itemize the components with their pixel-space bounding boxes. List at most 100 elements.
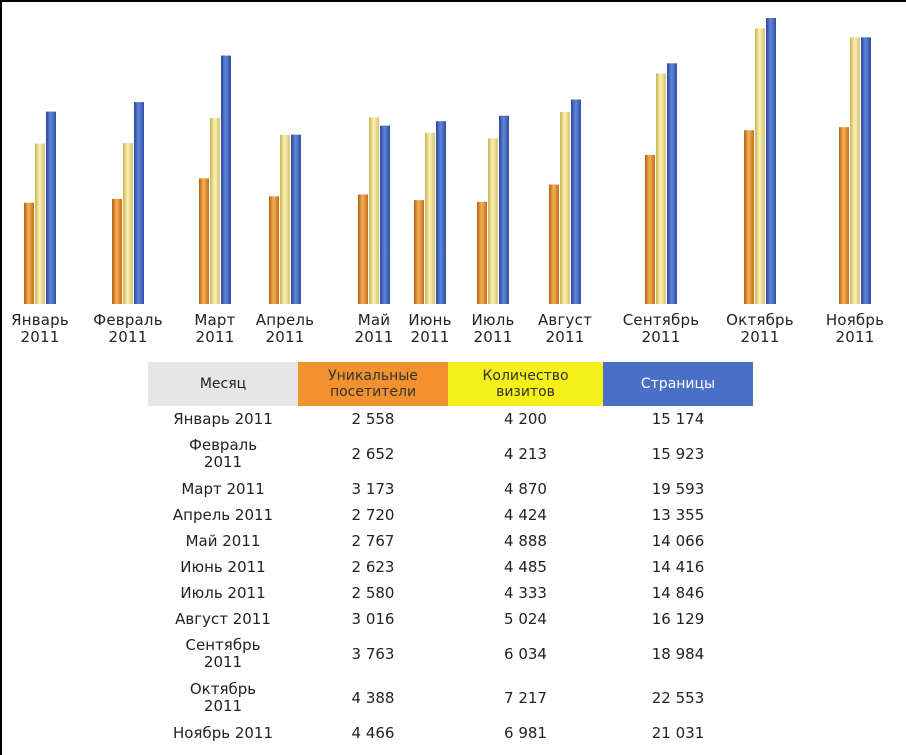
table-row: Сентябрь 2011 3 763 6 034 18 984 [148,632,753,676]
cell-month: Октябрь 2011 [148,676,298,720]
category-label-line: Июнь [408,311,452,329]
bar-unique-5 [358,194,368,304]
header-unique-line-2: посетители [329,384,417,400]
cell-month-line: Январь 2011 [173,409,273,428]
cell-month-line: Ноябрь 2011 [172,723,274,742]
bar-pages-3 [221,55,231,304]
cell-month-line: 2011 [203,653,243,671]
header-visits-line-2: визитов [496,384,555,400]
category-label-line: 2011 [354,328,394,346]
cell-unique: 3 173 [351,479,395,498]
table-header-row: Месяц Уникальные посетители Количество в… [148,362,753,406]
cell-visits: 6 034 [504,644,547,663]
category-label-2: Февраль 2011 [82,312,174,346]
category-label-line: Март [194,311,236,329]
bar-unique-9 [645,154,655,304]
table-row: Июнь 2011 2 623 4 485 14 416 [148,554,753,580]
cell-month-line: Октябрь [189,680,257,698]
bars-layer [24,18,871,305]
cell-month: Ноябрь 2011 [148,720,298,746]
cell-month-line: 2011 [203,453,243,471]
category-label-line: Февраль [93,311,163,329]
cell-unique: 2 767 [351,531,395,550]
table-row: Июль 2011 2 580 4 333 14 846 [148,580,753,606]
bar-unique-4 [269,196,279,304]
category-label-line: 2011 [108,328,148,346]
cell-pages: 16 129 [651,609,705,628]
cell-month: Март 2011 [148,476,298,502]
cell-visits: 4 200 [504,409,547,428]
category-label-line: 2011 [410,328,450,346]
bar-visits-2 [123,143,133,304]
cell-visits: 4 485 [504,557,547,576]
table-row: Август 2011 3 016 5 024 16 129 [148,606,753,632]
header-visits: Количество визитов [448,362,603,406]
bar-unique-11 [839,127,849,305]
cell-month-line: Апрель 2011 [172,505,274,524]
category-label-line: 2011 [195,328,235,346]
cell-unique: 2 558 [351,409,395,428]
cell-month: Февраль 2011 [148,432,298,476]
cell-pages: 21 031 [651,723,705,742]
cell-pages: 14 066 [651,531,705,550]
cell-pages: 19 593 [651,479,705,498]
table-row: Январь 2011 2 558 4 200 15 174 [148,406,753,432]
category-label-line: 2011 [641,328,681,346]
cell-month: Июнь 2011 [148,554,298,580]
header-month: Месяц [148,362,298,406]
bar-pages-7 [499,115,509,305]
bar-visits-1 [35,143,45,304]
bar-unique-7 [477,201,487,304]
bar-visits-3 [210,117,220,304]
bar-pages-11 [861,37,871,305]
bar-visits-5 [369,117,379,304]
cell-month: Август 2011 [148,606,298,632]
table-row: Март 2011 3 173 4 870 19 593 [148,476,753,502]
bar-unique-3 [199,178,209,304]
category-label-line: Июль [471,311,515,329]
category-label-1: Январь 2011 [0,312,86,346]
cell-month: Сентябрь 2011 [148,632,298,676]
cell-month: Апрель 2011 [148,502,298,528]
cell-unique: 3 763 [351,644,395,663]
cell-unique: 2 720 [351,505,395,524]
bar-unique-10 [744,130,754,304]
cell-unique: 2 580 [351,583,395,602]
header-visits-line-1: Количество [482,368,569,384]
bar-unique-6 [414,200,424,304]
bar-visits-7 [488,138,498,304]
cell-month: Июль 2011 [148,580,298,606]
cell-month-line: Сентябрь [185,636,261,654]
cell-unique: 2 652 [351,444,395,463]
bar-pages-8 [571,99,581,304]
table-body: Январь 2011 2 558 4 200 15 174 Февраль 2011 2 … [148,406,753,746]
category-label-line: 2011 [545,328,585,346]
table-row: Ноябрь 2011 4 466 6 981 21 031 [148,720,753,746]
category-label-line: Август [537,311,593,329]
cell-unique: 3 016 [351,609,395,628]
cell-pages: 14 416 [651,557,705,576]
category-label-line: Апрель [255,311,315,329]
cell-pages: 15 174 [651,409,705,428]
category-label-8: Август 2011 [519,312,611,346]
cell-unique: 4 388 [351,688,395,707]
category-label-11: Ноябрь 2011 [809,312,901,346]
category-label-6: Июнь 2011 [384,312,476,346]
cell-month-line: Июль 2011 [180,583,266,602]
bar-unique-2 [112,198,122,304]
header-month-label: Месяц [199,376,247,392]
category-label-line: Ноябрь [825,311,885,329]
cell-month: Январь 2011 [148,406,298,432]
bar-visits-10 [755,28,765,304]
bar-visits-4 [280,135,290,304]
cell-visits: 7 217 [504,688,547,707]
header-unique-visitors: Уникальные посетители [298,362,448,406]
category-label-5: Май 2011 [328,312,420,346]
bar-pages-2 [134,102,144,304]
bar-pages-6 [436,121,446,305]
cell-visits: 4 888 [504,531,547,550]
bar-visits-11 [850,37,860,304]
category-label-line: Октябрь [726,311,794,329]
bar-pages-1 [46,111,56,304]
cell-pages: 15 923 [651,444,705,463]
